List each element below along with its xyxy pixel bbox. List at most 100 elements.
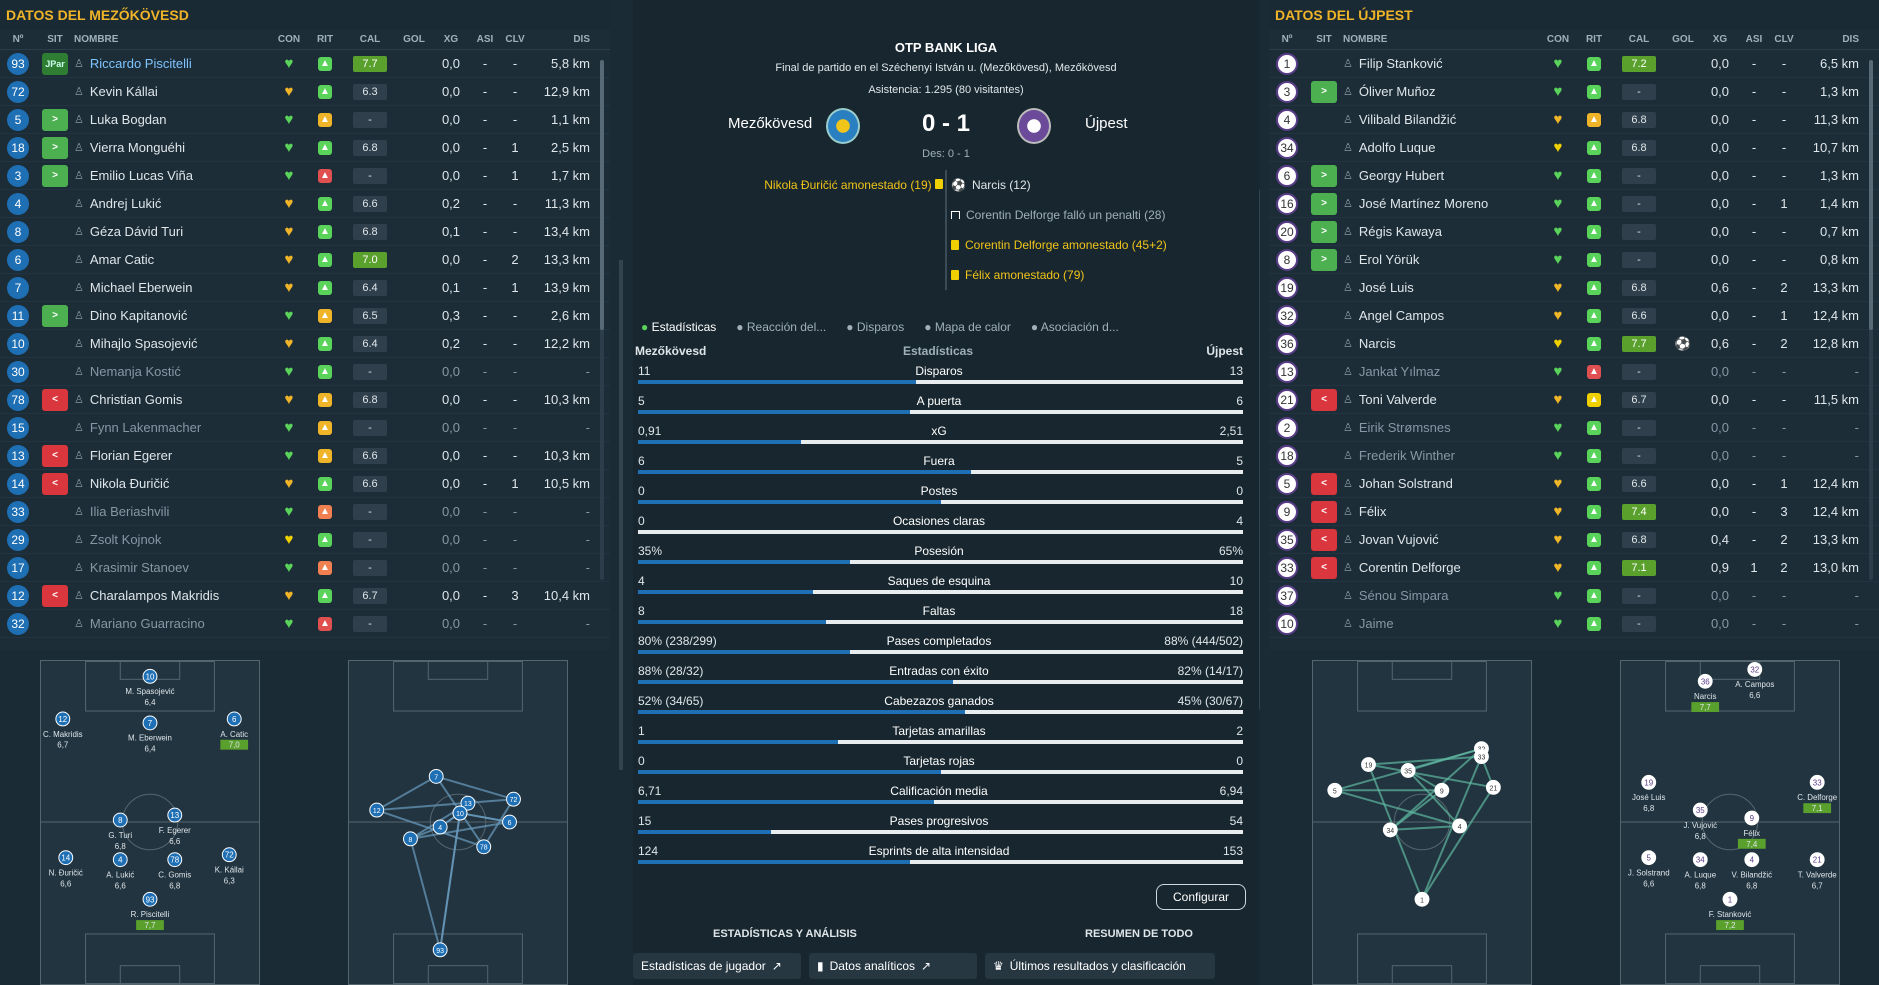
network-node[interactable]: 4 xyxy=(432,819,448,835)
results-button[interactable]: ♛ Últimos resultados y clasificación xyxy=(985,953,1215,979)
column-header[interactable]: XG xyxy=(443,34,459,45)
player-name[interactable]: Christian Gomis xyxy=(89,392,183,407)
column-header[interactable]: ASI xyxy=(476,34,494,45)
network-node[interactable]: 21 xyxy=(1485,779,1501,795)
player-row[interactable]: 5 < ♙ Johan Solstrand ♥ ▲ 6.6 0,0 - 1 12,4 km xyxy=(1269,470,1879,498)
formation-player[interactable]: 34 A. Luque 6,8 xyxy=(1684,852,1717,891)
column-header[interactable]: CON xyxy=(1546,34,1570,45)
network-node[interactable]: 1 xyxy=(1414,891,1430,907)
player-name[interactable]: Vilibald Bilandžić xyxy=(1358,112,1457,127)
player-name[interactable]: José Martínez Moreno xyxy=(1358,196,1489,211)
player-name[interactable]: José Luis xyxy=(1358,280,1414,295)
formation-player[interactable]: 21 T. Valverde 6,7 xyxy=(1798,852,1838,891)
network-node[interactable]: 13 xyxy=(460,795,476,811)
column-header[interactable]: DIS xyxy=(573,34,590,45)
player-name[interactable]: Jaime xyxy=(1358,616,1394,631)
home-scrollbar[interactable] xyxy=(600,60,604,580)
player-row[interactable]: 35 < ♙ Jovan Vujović ♥ ▲ 6.8 0,4 - 2 13,3 km xyxy=(1269,526,1879,554)
player-name[interactable]: Frederik Winther xyxy=(1358,448,1455,463)
formation-player[interactable]: 8 G. Turi 6,8 xyxy=(108,812,132,851)
player-row[interactable]: 72 ♙ Kevin Kállai ♥ ▲ 6.3 0,0 - - 12,9 km xyxy=(0,78,610,106)
player-row[interactable]: 34 ♙ Adolfo Luque ♥ ▲ 6.8 0,0 - - 10,7 km xyxy=(1269,134,1879,162)
player-name[interactable]: Vierra Monguéhi xyxy=(89,140,186,155)
player-row[interactable]: 10 ♙ Mihajlo Spasojević ♥ ▲ 6.4 0,2 - - 12,2 km xyxy=(0,330,610,358)
column-header[interactable]: Nº xyxy=(1281,34,1293,45)
player-row[interactable]: 6 ♙ Amar Catic ♥ ▲ 7.0 0,0 - 2 13,3 km xyxy=(0,246,610,274)
column-header[interactable]: CAL xyxy=(359,34,381,45)
player-row[interactable]: 18 ♙ Frederik Winther ♥ ▲ - 0,0 - - - xyxy=(1269,442,1879,470)
column-header[interactable]: ASI xyxy=(1745,34,1763,45)
column-header[interactable]: CLV xyxy=(505,34,525,45)
player-name[interactable]: Ilia Beriashvili xyxy=(89,504,170,519)
column-header[interactable]: CON xyxy=(277,34,301,45)
network-node[interactable]: 93 xyxy=(432,942,448,958)
player-row[interactable]: 2 ♙ Eirik Strømsnes ♥ ▲ - 0,0 - - - xyxy=(1269,414,1879,442)
player-name[interactable]: Angel Campos xyxy=(1358,308,1445,323)
player-row[interactable]: 16 > ♙ José Martínez Moreno ♥ ▲ - 0,0 - 1 1,4 km xyxy=(1269,190,1879,218)
formation-player[interactable]: 36 Narcis 7,7 xyxy=(1691,673,1720,712)
player-name[interactable]: Corentin Delforge xyxy=(1358,560,1461,575)
player-name[interactable]: Andrej Lukić xyxy=(89,196,162,211)
network-node[interactable]: 6 xyxy=(502,814,517,830)
player-row[interactable]: 37 ♙ Sénou Simpara ♥ ▲ - 0,0 - - - xyxy=(1269,582,1879,610)
column-header[interactable]: RIT xyxy=(1585,34,1603,45)
network-node[interactable]: 35 xyxy=(1400,763,1416,778)
player-name[interactable]: Filip Stanković xyxy=(1358,56,1443,71)
player-name[interactable]: Amar Catic xyxy=(89,252,155,267)
player-row[interactable]: 18 > ♙ Vierra Monguéhi ♥ ▲ 6.8 0,0 - 1 2,5 km xyxy=(0,134,610,162)
formation-player[interactable]: 4 V. Bilandžić 6,8 xyxy=(1732,852,1773,891)
network-node[interactable]: 12 xyxy=(369,802,385,818)
player-row[interactable]: 21 < ♙ Toni Valverde ♥ ▲ 6.7 0,0 - - 11,5 km xyxy=(1269,386,1879,414)
player-name[interactable]: Kevin Kállai xyxy=(89,84,158,99)
column-header[interactable]: SIT xyxy=(47,34,63,45)
player-name[interactable]: Régis Kawaya xyxy=(1358,224,1442,239)
column-header[interactable]: NOMBRE xyxy=(1343,34,1388,45)
network-node[interactable]: 78 xyxy=(476,839,492,855)
player-row[interactable]: 13 ♙ Jankat Yılmaz ♥ ▲ - 0,0 - - - xyxy=(1269,358,1879,386)
player-name[interactable]: Charalampos Makridis xyxy=(89,588,220,603)
analytics-button[interactable]: ▮ Datos analíticos ↗ xyxy=(809,953,977,979)
player-row[interactable]: 6 > ♙ Georgy Hubert ♥ ▲ - 0,0 - - 1,3 km xyxy=(1269,162,1879,190)
network-node[interactable]: 33 xyxy=(1474,749,1489,765)
player-name[interactable]: Félix xyxy=(1358,504,1387,519)
player-row[interactable]: 14 < ♙ Nikola Đuričić ♥ ▲ 6.6 0,0 - 1 10,5 km xyxy=(0,470,610,498)
player-name[interactable]: Jovan Vujović xyxy=(1358,532,1439,547)
network-node[interactable]: 19 xyxy=(1361,757,1376,772)
column-header[interactable]: DIS xyxy=(1842,34,1859,45)
player-row[interactable]: 11 > ♙ Dino Kapitanović ♥ ▲ 6.5 0,3 - - 2,6 km xyxy=(0,302,610,330)
player-name[interactable]: Florian Egerer xyxy=(89,448,173,463)
player-row[interactable]: 8 > ♙ Erol Yörük ♥ ▲ - 0,0 - - 0,8 km xyxy=(1269,246,1879,274)
formation-player[interactable]: 78 C. Gomis 6,8 xyxy=(158,852,191,891)
configure-button[interactable]: Configurar xyxy=(1156,884,1246,910)
player-row[interactable]: 33 < ♙ Corentin Delforge ♥ ▲ 7.1 0,9 1 2 13,0 km xyxy=(1269,554,1879,582)
away-scrollbar[interactable] xyxy=(1869,60,1873,580)
player-row[interactable]: 3 > ♙ Óliver Muñoz ♥ ▲ - 0,0 - - 1,3 km xyxy=(1269,78,1879,106)
player-name[interactable]: Nikola Đuričić xyxy=(89,476,170,491)
player-row[interactable]: 29 ♙ Zsolt Kojnok ♥ ▲ - 0,0 - - - xyxy=(0,526,610,554)
formation-player[interactable]: 33 C. Delforge 7,1 xyxy=(1797,774,1838,813)
formation-player[interactable]: 13 F. Egerer 6,6 xyxy=(159,807,191,846)
network-node[interactable]: 72 xyxy=(506,791,521,807)
formation-player[interactable]: 6 A. Catic 7,0 xyxy=(220,711,248,750)
player-name[interactable]: Riccardo Piscitelli xyxy=(89,56,192,71)
player-name[interactable]: Erol Yörük xyxy=(1358,252,1420,267)
player-name[interactable]: Géza Dávid Turi xyxy=(89,224,184,239)
column-header[interactable]: GOL xyxy=(403,34,425,45)
player-name[interactable]: Fynn Lakenmacher xyxy=(89,420,202,435)
network-node[interactable]: 10 xyxy=(452,805,468,821)
player-row[interactable]: 32 ♙ Mariano Guarracino ♥ ▲ - 0,0 - - - xyxy=(0,610,610,638)
player-row[interactable]: 4 ♙ Vilibald Bilandžić ♥ ▲ 6.8 0,0 - - 11,3 km xyxy=(1269,106,1879,134)
formation-player[interactable]: 32 A. Campos 6,6 xyxy=(1735,661,1774,700)
player-name[interactable]: Michael Eberwein xyxy=(89,280,193,295)
column-header[interactable]: SIT xyxy=(1316,34,1332,45)
player-name[interactable]: Narcis xyxy=(1358,336,1396,351)
column-header[interactable]: CLV xyxy=(1774,34,1794,45)
player-name[interactable]: Luka Bogdan xyxy=(89,112,167,127)
network-node[interactable]: 34 xyxy=(1382,822,1398,838)
player-row[interactable]: 33 ♙ Ilia Beriashvili ♥ ▲ - 0,0 - - - xyxy=(0,498,610,526)
network-node[interactable]: 7 xyxy=(428,768,444,784)
formation-player[interactable]: 10 M. Spasojević 6,4 xyxy=(125,668,175,707)
player-name[interactable]: Mariano Guarracino xyxy=(89,616,205,631)
